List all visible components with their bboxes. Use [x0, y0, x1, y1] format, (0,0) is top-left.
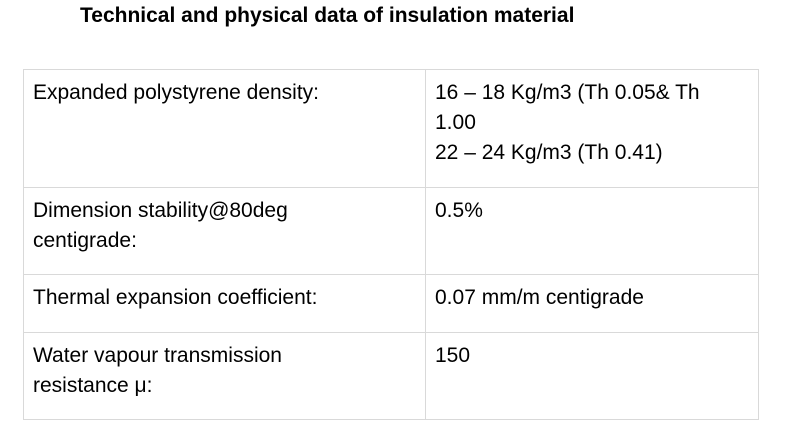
table-row: Dimension stability@80deg centigrade: 0.…	[23, 187, 759, 275]
table-row: Water vapour transmission resistance μ: …	[23, 332, 759, 420]
property-label-line: Water vapour transmission	[33, 344, 282, 367]
property-label: Thermal expansion coefficient:	[33, 286, 318, 309]
property-label-cell: Expanded polystyrene density:	[23, 69, 426, 188]
property-label-cell: Dimension stability@80deg centigrade:	[23, 187, 426, 275]
property-value: 0.07 mm/m centigrade	[435, 286, 644, 309]
insulation-data-table: Expanded polystyrene density: 16 – 18 Kg…	[23, 69, 759, 420]
property-value-cell: 0.5%	[425, 187, 759, 275]
property-value-cell: 0.07 mm/m centigrade	[425, 274, 759, 333]
property-value-line: 22 – 24 Kg/m3 (Th 0.41)	[435, 141, 663, 164]
property-label-cell: Thermal expansion coefficient:	[23, 274, 426, 333]
property-value: 150	[435, 344, 471, 367]
table-row: Expanded polystyrene density: 16 – 18 Kg…	[23, 69, 759, 188]
property-label-cell: Water vapour transmission resistance μ:	[23, 332, 426, 420]
property-value-line: 1.00	[435, 111, 476, 134]
page-title: Technical and physical data of insulatio…	[80, 4, 575, 27]
property-value-cell: 16 – 18 Kg/m3 (Th 0.05& Th 1.00 22 – 24 …	[425, 69, 759, 188]
property-label: Expanded polystyrene density:	[33, 81, 320, 104]
property-label-line: resistance μ:	[33, 374, 153, 397]
table-row: Thermal expansion coefficient: 0.07 mm/m…	[23, 274, 759, 333]
property-label-line: Dimension stability@80deg	[33, 199, 288, 222]
property-value-line: 16 – 18 Kg/m3 (Th 0.05& Th	[435, 81, 700, 104]
property-label-line: centigrade:	[33, 229, 137, 252]
property-value-cell: 150	[425, 332, 759, 420]
property-value: 0.5%	[435, 199, 483, 222]
